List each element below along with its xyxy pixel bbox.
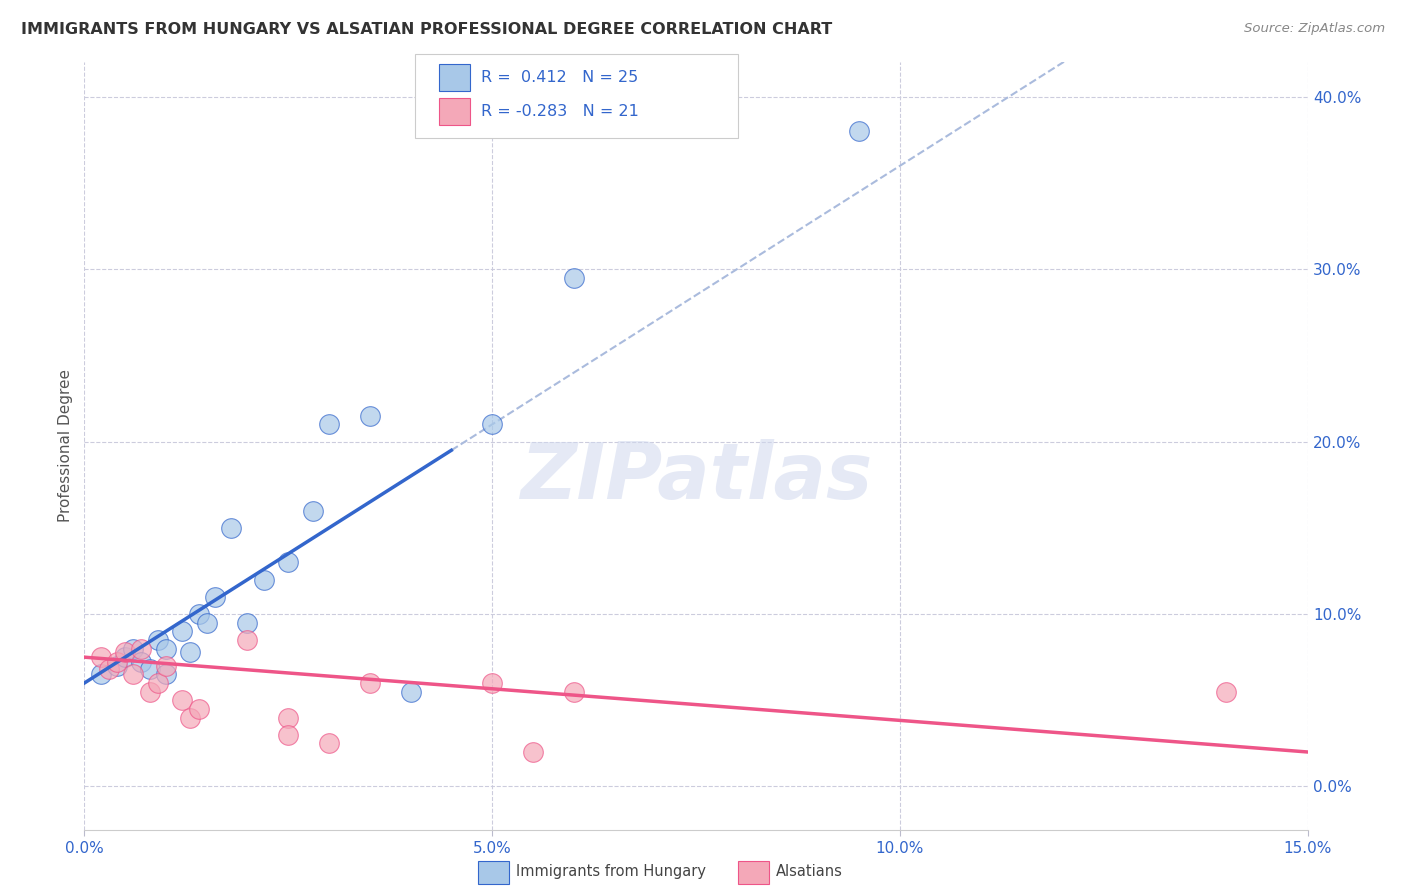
Point <box>172 624 194 639</box>
Point <box>131 641 153 656</box>
Point <box>562 684 585 698</box>
Text: Alsatians: Alsatians <box>776 864 844 879</box>
Point <box>219 521 242 535</box>
Point <box>195 615 218 630</box>
Point <box>122 667 145 681</box>
Point <box>90 667 112 681</box>
Point <box>187 607 209 621</box>
Point <box>155 667 177 681</box>
Point <box>138 684 160 698</box>
Point <box>848 124 870 138</box>
Point <box>146 676 169 690</box>
Point <box>122 641 145 656</box>
Point <box>131 656 153 670</box>
Point <box>138 662 160 676</box>
Point <box>90 650 112 665</box>
Point <box>179 710 201 724</box>
Point <box>146 632 169 647</box>
Text: R = -0.283   N = 21: R = -0.283 N = 21 <box>481 104 638 119</box>
Text: ZIPatlas: ZIPatlas <box>520 439 872 515</box>
Point <box>155 641 177 656</box>
Point <box>277 728 299 742</box>
Point <box>481 417 503 432</box>
Point <box>105 658 128 673</box>
Point <box>187 702 209 716</box>
Point <box>155 658 177 673</box>
Point <box>318 736 340 750</box>
Point <box>114 645 136 659</box>
Point <box>318 417 340 432</box>
Point <box>277 555 299 569</box>
Point <box>114 650 136 665</box>
Point <box>522 745 544 759</box>
Text: Source: ZipAtlas.com: Source: ZipAtlas.com <box>1244 22 1385 36</box>
Point <box>105 656 128 670</box>
Point <box>277 710 299 724</box>
Point <box>97 662 120 676</box>
Point <box>399 684 422 698</box>
Point <box>562 271 585 285</box>
Point <box>236 632 259 647</box>
Point <box>172 693 194 707</box>
Y-axis label: Professional Degree: Professional Degree <box>58 369 73 523</box>
Point <box>253 573 276 587</box>
Text: IMMIGRANTS FROM HUNGARY VS ALSATIAN PROFESSIONAL DEGREE CORRELATION CHART: IMMIGRANTS FROM HUNGARY VS ALSATIAN PROF… <box>21 22 832 37</box>
Point <box>481 676 503 690</box>
Point <box>301 503 323 517</box>
Point <box>359 409 381 423</box>
Point <box>204 590 226 604</box>
Text: R =  0.412   N = 25: R = 0.412 N = 25 <box>481 70 638 85</box>
Point <box>1215 684 1237 698</box>
Text: Immigrants from Hungary: Immigrants from Hungary <box>516 864 706 879</box>
Point <box>179 645 201 659</box>
Point <box>359 676 381 690</box>
Point <box>236 615 259 630</box>
